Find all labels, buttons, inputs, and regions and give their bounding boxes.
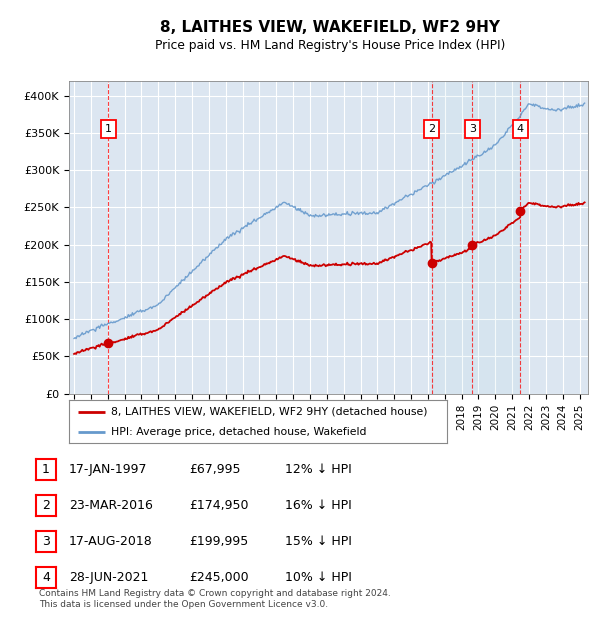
Text: £199,995: £199,995 (189, 535, 248, 547)
Text: 8, LAITHES VIEW, WAKEFIELD, WF2 9HY: 8, LAITHES VIEW, WAKEFIELD, WF2 9HY (160, 20, 500, 35)
Text: Price paid vs. HM Land Registry's House Price Index (HPI): Price paid vs. HM Land Registry's House … (155, 39, 505, 51)
Text: 17-JAN-1997: 17-JAN-1997 (69, 463, 148, 476)
Bar (431, 81, 520, 394)
Text: 1: 1 (42, 463, 50, 476)
Text: 2: 2 (428, 124, 435, 134)
Text: 17-AUG-2018: 17-AUG-2018 (69, 535, 153, 547)
Text: 2: 2 (42, 499, 50, 511)
Text: 3: 3 (469, 124, 476, 134)
Text: 4: 4 (42, 571, 50, 583)
Text: £245,000: £245,000 (189, 571, 248, 583)
Text: 12% ↓ HPI: 12% ↓ HPI (285, 463, 352, 476)
Text: 28-JUN-2021: 28-JUN-2021 (69, 571, 148, 583)
Text: £67,995: £67,995 (189, 463, 241, 476)
Text: 4: 4 (517, 124, 524, 134)
Text: 16% ↓ HPI: 16% ↓ HPI (285, 499, 352, 511)
Text: 1: 1 (105, 124, 112, 134)
Text: Contains HM Land Registry data © Crown copyright and database right 2024.
This d: Contains HM Land Registry data © Crown c… (39, 590, 391, 609)
Text: 3: 3 (42, 535, 50, 547)
Text: 10% ↓ HPI: 10% ↓ HPI (285, 571, 352, 583)
Text: £174,950: £174,950 (189, 499, 248, 511)
Text: 23-MAR-2016: 23-MAR-2016 (69, 499, 153, 511)
Text: 8, LAITHES VIEW, WAKEFIELD, WF2 9HY (detached house): 8, LAITHES VIEW, WAKEFIELD, WF2 9HY (det… (110, 407, 427, 417)
Text: HPI: Average price, detached house, Wakefield: HPI: Average price, detached house, Wake… (110, 427, 366, 436)
Text: 15% ↓ HPI: 15% ↓ HPI (285, 535, 352, 547)
